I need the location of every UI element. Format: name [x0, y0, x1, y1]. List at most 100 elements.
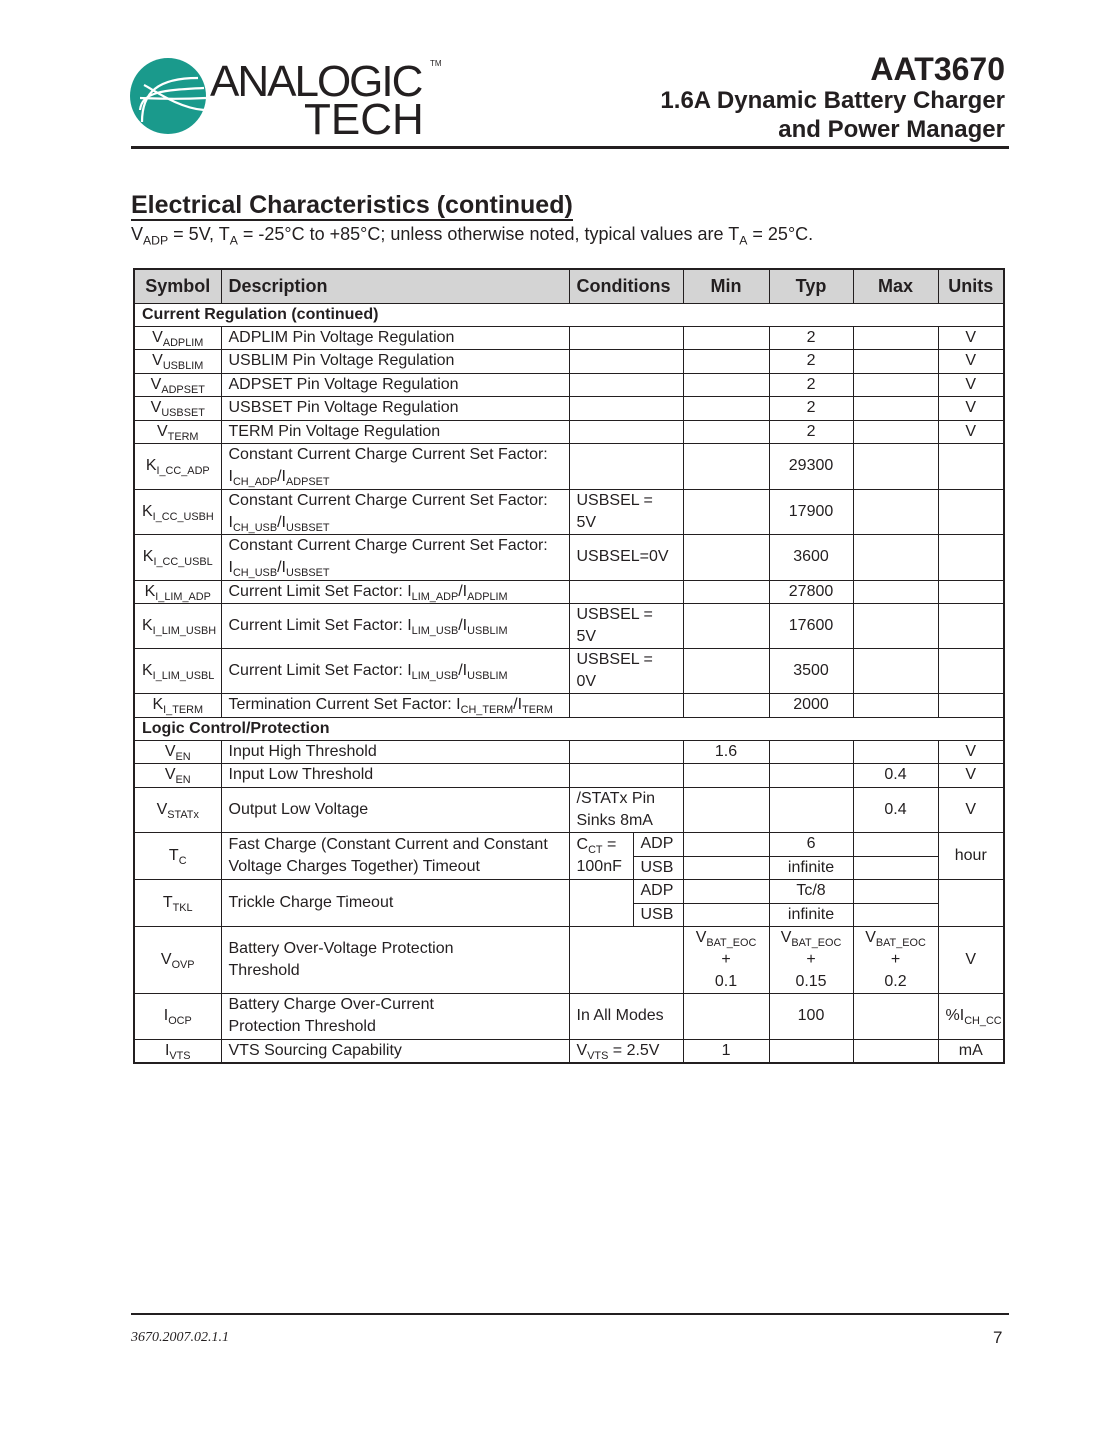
symbol-cell: VADPSET	[133, 372, 222, 397]
text-line: 0.15	[795, 973, 827, 990]
conditions-cell	[568, 443, 684, 490]
description-cell: Output Low Voltage	[220, 786, 570, 833]
min-cell	[682, 603, 770, 649]
text-line: Sinks 8mA	[576, 811, 653, 829]
typ-cell: 2	[768, 325, 854, 350]
text-line: KI_CC_ADP	[145, 457, 210, 478]
max-cell	[852, 372, 939, 397]
text-line: Constant Current Charge Current Set Fact…	[228, 537, 548, 555]
text-line: Termination Current Set Factor: ICH_TERM…	[228, 696, 553, 717]
text-line: IVTS	[164, 1041, 191, 1062]
subscript: USBSET	[285, 521, 330, 534]
subscript: I_CC_USBL	[153, 556, 213, 569]
subscript: CT	[588, 843, 603, 856]
description-cell: USBSET Pin Voltage Regulation	[220, 396, 570, 421]
typ-cell: 2	[768, 419, 854, 444]
subscript: I_TERM	[163, 704, 204, 717]
test-conditions: VADP = 5V, TA = -25°C to +85°C; unless o…	[131, 224, 813, 248]
electrical-characteristics-table: Symbol Description Conditions Min Typ Ma…	[133, 268, 1006, 1064]
max-cell	[852, 443, 939, 490]
table-row: IOCP Battery Charge Over-Current Protectio…	[133, 993, 1005, 1040]
max-cell: 0.4	[852, 763, 939, 788]
text-line: VSTATx	[156, 800, 199, 821]
min-cell	[682, 488, 770, 535]
text-line: VEN	[164, 742, 191, 763]
text-line: VBAT_EOC +	[865, 929, 926, 968]
min-cell	[682, 396, 770, 421]
conditions-cell	[568, 396, 684, 421]
text-line: KI_CC_USBH	[142, 502, 214, 523]
subscript: CH_TERM	[460, 704, 514, 717]
min-cell	[682, 419, 770, 444]
subscript: CH_CC	[964, 1015, 1002, 1028]
subscript: OCP	[168, 1015, 192, 1028]
table-row: KI_LIM_USBL Current Limit Set Factor: ILI…	[133, 648, 1005, 694]
subscript: LIM_ADP	[411, 590, 459, 603]
min-cell	[682, 325, 770, 350]
text-line: Battery Charge Over-Current	[228, 996, 434, 1014]
max-cell	[852, 1038, 939, 1063]
max-cell	[852, 739, 939, 764]
subscript: BAT_EOC	[791, 936, 842, 949]
min-cell	[682, 786, 770, 833]
subscript: USBLIM	[467, 669, 508, 682]
logo-text-tech: TECH	[304, 95, 424, 137]
typ-cell: infinite	[768, 902, 854, 927]
max-cell	[852, 579, 939, 604]
text-line: Fast Charge (Constant Current and Consta…	[228, 836, 548, 853]
header-max: Max	[852, 268, 939, 304]
subscript: EN	[175, 774, 191, 787]
conditions-cell	[568, 763, 684, 788]
conditions-cell: /STATx Pin Sinks 8mA	[568, 786, 684, 833]
typ-cell: 17900	[768, 488, 854, 535]
units-cell: V	[937, 763, 1005, 788]
table-row: KI_CC_ADP Constant Current Charge Current…	[133, 443, 1005, 490]
symbol-cell: VEN	[133, 763, 222, 788]
units-cell: V	[937, 349, 1005, 374]
table-row: TTKL Trickle Charge Timeout ADP Tc/8	[133, 879, 1005, 927]
text-line: Protection Threshold	[228, 1018, 376, 1036]
min-cell	[682, 349, 770, 374]
text-line: VEN	[164, 766, 191, 787]
document-code: 3670.2007.02.1.1	[131, 1330, 229, 1345]
subscript: ADPSET	[161, 383, 205, 396]
table-row: TC Fast Charge (Constant Current and Con…	[133, 832, 1005, 880]
max-cell	[852, 879, 939, 904]
description-cell: Input Low Threshold	[220, 763, 570, 788]
subscript: ADPLIM	[162, 336, 204, 349]
units-cell	[937, 488, 1005, 535]
typ-cell: 6	[768, 832, 854, 857]
min-cell: 1.6	[682, 739, 770, 764]
text-line: KI_LIM_ADP	[144, 582, 211, 603]
max-cell	[852, 832, 939, 857]
subscript: TERM	[522, 704, 553, 717]
units-cell	[937, 534, 1005, 581]
subscript: I_CC_ADP	[156, 465, 210, 478]
min-cell	[682, 579, 770, 604]
max-cell	[852, 534, 939, 581]
conditions-cell	[568, 926, 684, 994]
typ-cell: 27800	[768, 579, 854, 604]
subscript: ADP	[143, 233, 169, 248]
conditions-cell: USBSEL = 5V	[568, 488, 684, 535]
table-row: USB infinite	[134, 855, 1004, 880]
min-cell: 1	[682, 1038, 770, 1063]
text-line: Current Limit Set Factor: ILIM_USB/IUSBL…	[228, 617, 508, 637]
description-cell: TERM Pin Voltage Regulation	[220, 419, 570, 444]
group-row: Current Regulation (continued)	[133, 302, 1005, 327]
text-line: Voltage Charges Together) Timeout	[228, 858, 480, 875]
text-line: 0.1	[714, 973, 738, 990]
table-row: VUSBSET USBSET Pin Voltage Regulation 2 V	[133, 396, 1005, 421]
text-line: /STATx Pin	[576, 789, 656, 807]
table-row: KI_CC_USBH Constant Current Charge Curren…	[133, 488, 1005, 535]
subscript: CH_USB	[232, 521, 278, 534]
typ-cell: VBAT_EOC + 0.15	[768, 926, 854, 994]
symbol-cell: VSTATx	[133, 786, 222, 833]
text-line: Threshold	[228, 962, 300, 979]
conditions-cell	[568, 349, 684, 374]
typ-cell: 3600	[768, 534, 854, 581]
page-number: 7	[993, 1328, 1003, 1347]
group-label: Current Regulation (continued)	[133, 302, 1005, 327]
subscript: USBLIM	[467, 624, 508, 637]
mode-cell: USB	[632, 855, 684, 880]
